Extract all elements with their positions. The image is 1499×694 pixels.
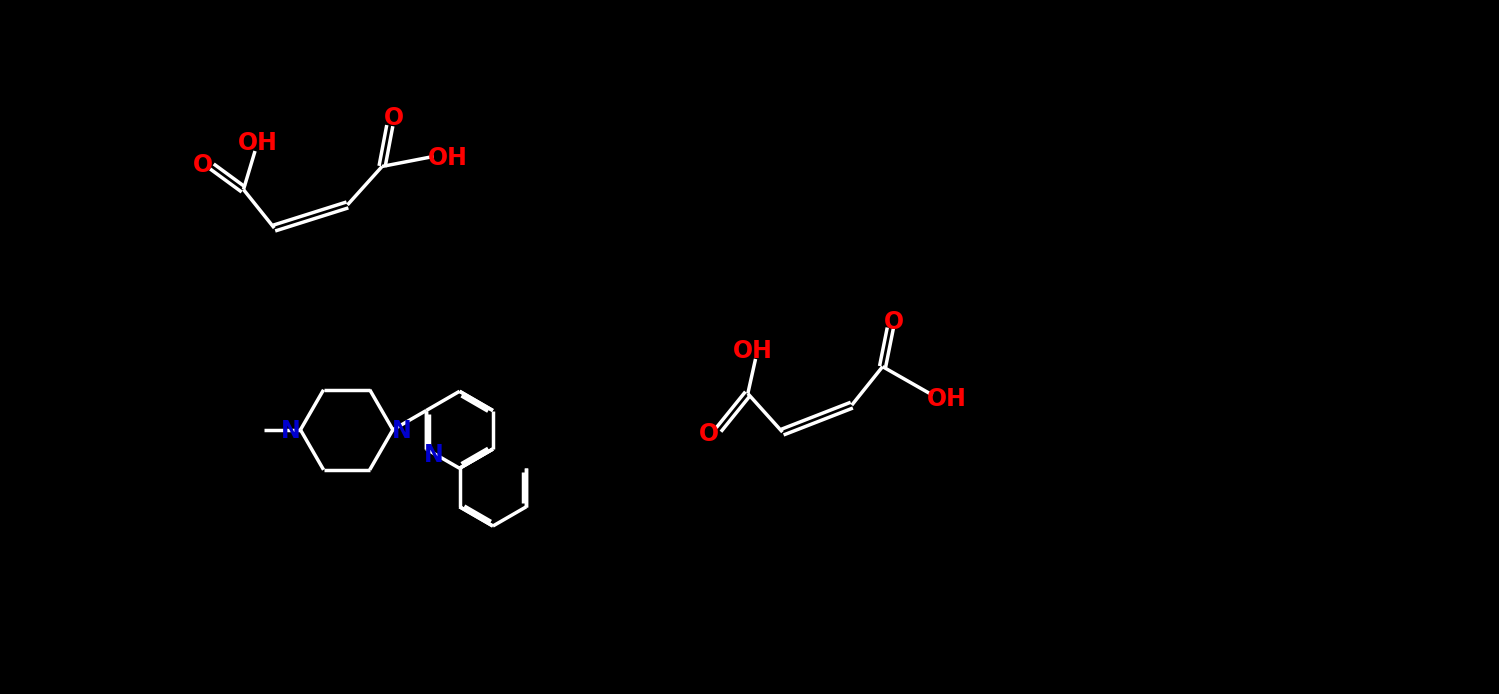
- Text: OH: OH: [427, 146, 468, 170]
- Text: OH: OH: [237, 131, 277, 155]
- Text: O: O: [884, 310, 904, 334]
- Text: O: O: [192, 153, 213, 177]
- Text: OH: OH: [926, 387, 967, 411]
- Text: OH: OH: [733, 339, 773, 363]
- Text: N: N: [393, 419, 412, 443]
- Text: O: O: [384, 106, 403, 130]
- Text: O: O: [699, 422, 720, 446]
- Text: N: N: [282, 419, 301, 443]
- Text: N: N: [424, 443, 444, 467]
